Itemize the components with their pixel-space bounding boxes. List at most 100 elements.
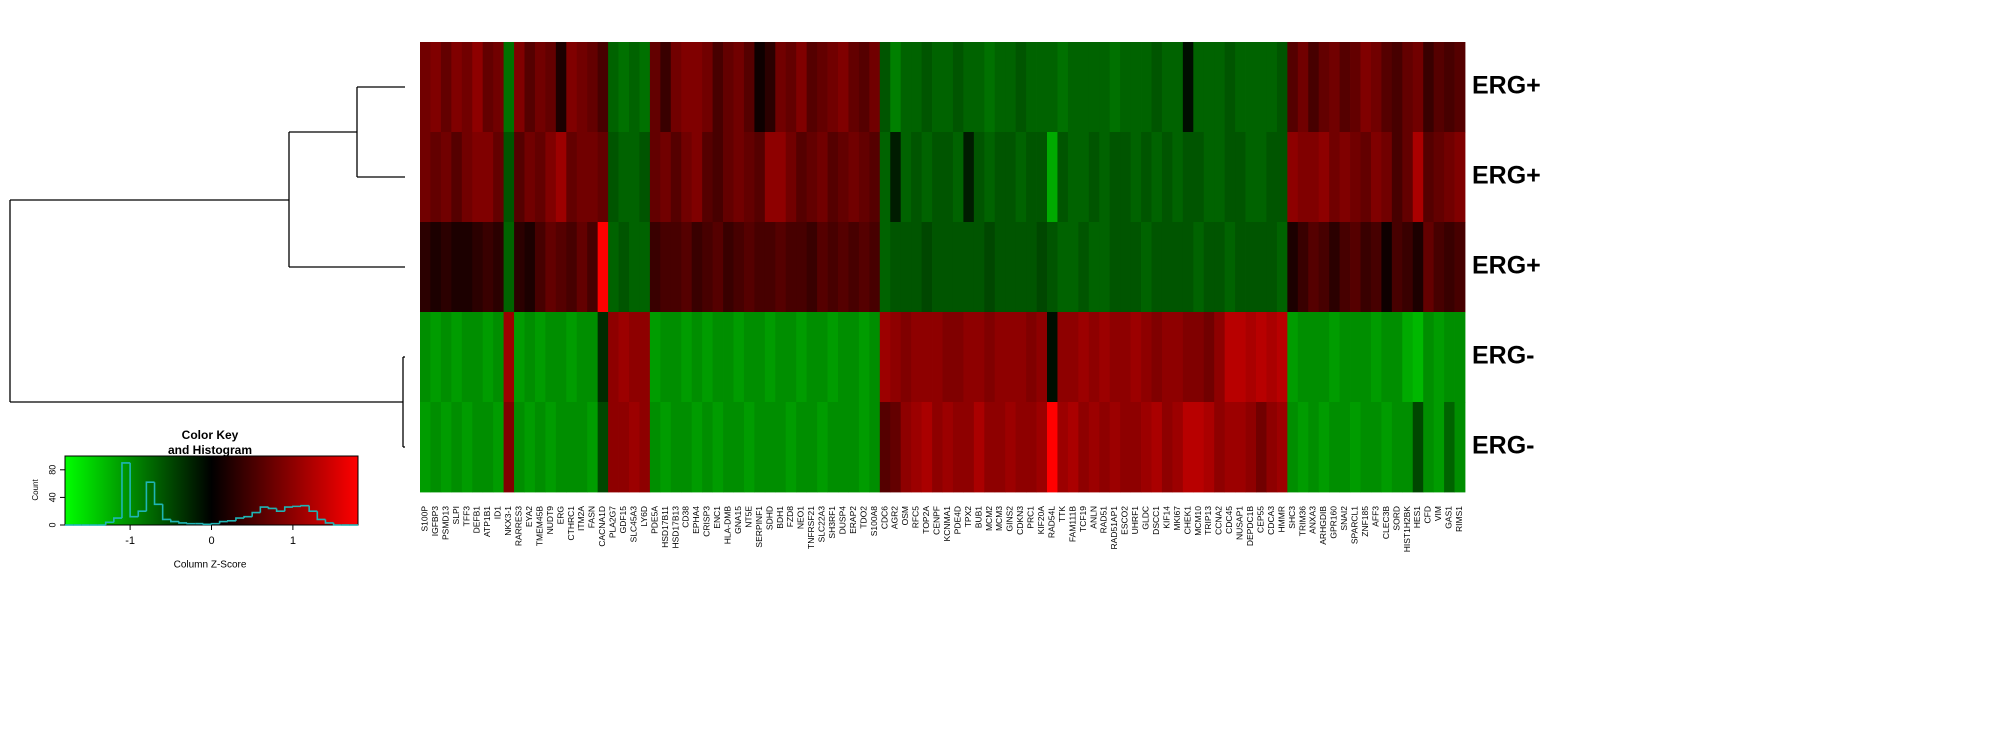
heatmap-cell xyxy=(1161,402,1173,493)
heatmap-cell xyxy=(1423,402,1435,493)
heatmap-cell xyxy=(1444,222,1455,313)
column-label: KIF20A xyxy=(1036,506,1046,535)
heatmap-cell xyxy=(785,42,797,133)
column-label: GDF15 xyxy=(618,506,628,534)
heatmap-cell xyxy=(524,222,536,313)
heatmap-cell xyxy=(1391,132,1403,223)
heatmap-cell xyxy=(1297,42,1309,133)
heatmap-cell xyxy=(440,222,452,313)
heatmap-cell xyxy=(994,312,1006,403)
heatmap-cell xyxy=(1214,222,1226,313)
column-label: PDE4D xyxy=(952,506,962,534)
row-label: ERG+ xyxy=(1472,72,1541,100)
heatmap-cell xyxy=(430,42,442,133)
heatmap-cell xyxy=(890,222,902,313)
histogram-step xyxy=(121,462,131,519)
heatmap-cell xyxy=(1047,222,1058,313)
column-label: TCF19 xyxy=(1078,506,1088,532)
heatmap-cell xyxy=(921,132,933,223)
row-label: ERG- xyxy=(1472,432,1535,460)
column-label: BUB1 xyxy=(973,506,983,528)
heatmap-cell xyxy=(1256,402,1267,493)
y-tick-label: 80 xyxy=(47,465,57,475)
heatmap-cell xyxy=(1088,42,1100,133)
heatmap-cell xyxy=(649,402,661,493)
heatmap-cell xyxy=(994,222,1006,313)
heatmap-cell xyxy=(1214,402,1226,493)
heatmap-cell xyxy=(1329,222,1340,313)
heatmap-cell xyxy=(1193,42,1205,133)
heatmap-cell xyxy=(952,402,964,493)
heatmap-cell xyxy=(1120,132,1131,223)
column-label: RARRES3 xyxy=(514,506,524,546)
heatmap-cell xyxy=(1099,222,1111,313)
heatmap-cell xyxy=(545,222,557,313)
color-key-gradient xyxy=(64,455,359,526)
heatmap-cell xyxy=(1256,312,1267,403)
heatmap-cell xyxy=(1245,222,1257,313)
heatmap-cell xyxy=(514,222,525,313)
heatmap-cell xyxy=(1057,222,1069,313)
heatmap-cell xyxy=(1078,42,1090,133)
heatmap-cell xyxy=(1141,132,1152,223)
heatmap-cell xyxy=(963,222,975,313)
heatmap-cell xyxy=(1308,42,1320,133)
heatmap-cell xyxy=(1339,42,1351,133)
heatmap-cell xyxy=(817,312,828,403)
heatmap-cell xyxy=(629,402,640,493)
heatmap-cell xyxy=(1276,312,1288,403)
heatmap-cell xyxy=(472,42,484,133)
heatmap-cell xyxy=(1329,132,1340,223)
heatmap-cell xyxy=(1412,402,1424,493)
heatmap-cell xyxy=(608,402,619,493)
heatmap-cell xyxy=(702,42,713,133)
heatmap-cell xyxy=(1370,222,1382,313)
heatmap-cell xyxy=(493,42,504,133)
heatmap-cell xyxy=(461,402,473,493)
heatmap-cell xyxy=(1067,312,1079,403)
heatmap-cell xyxy=(1433,132,1445,223)
heatmap-cell xyxy=(743,222,755,313)
column-label: RIMS1 xyxy=(1454,506,1464,532)
column-label: TMEM45B xyxy=(534,506,544,546)
heatmap-cell xyxy=(702,402,713,493)
heatmap-cell xyxy=(932,402,943,493)
row-label: ERG+ xyxy=(1472,162,1541,190)
column-label: CD38 xyxy=(681,506,691,528)
heatmap-cell xyxy=(879,42,891,133)
heatmap-cell xyxy=(942,132,954,223)
heatmap-cell xyxy=(973,42,985,133)
heatmap-cell xyxy=(785,222,797,313)
heatmap-cell xyxy=(1381,312,1393,403)
heatmap-cell xyxy=(524,312,536,403)
column-label: FASN xyxy=(587,506,597,528)
histogram-step xyxy=(153,482,163,506)
heatmap-cell xyxy=(493,402,504,493)
heatmap-cell xyxy=(1203,222,1215,313)
heatmap-cell xyxy=(1172,402,1184,493)
heatmap-cell xyxy=(754,402,766,493)
heatmap-cell xyxy=(1266,42,1278,133)
column-label: ZNF185 xyxy=(1360,506,1370,537)
heatmap-cell xyxy=(1329,312,1340,403)
heatmap-cell xyxy=(869,132,881,223)
heatmap-cell xyxy=(1433,312,1445,403)
heatmap-cell xyxy=(461,132,473,223)
column-label: MCM3 xyxy=(994,506,1004,531)
heatmap-cell xyxy=(534,222,546,313)
column-label: TRIP13 xyxy=(1203,506,1213,535)
heatmap-cell xyxy=(1454,402,1466,493)
heatmap-cell xyxy=(1381,132,1393,223)
heatmap-cell xyxy=(1067,402,1079,493)
heatmap-cell xyxy=(629,312,640,403)
heatmap-cell xyxy=(1256,42,1267,133)
heatmap-cell xyxy=(691,312,703,403)
heatmap-cell xyxy=(848,42,860,133)
heatmap-cell xyxy=(503,42,515,133)
heatmap-cell xyxy=(1078,312,1090,403)
heatmap-cell xyxy=(963,42,975,133)
heatmap-cell xyxy=(1036,312,1048,403)
heatmap-cell xyxy=(1109,42,1121,133)
row-label: ERG+ xyxy=(1472,252,1541,280)
heatmap-cell xyxy=(869,42,881,133)
